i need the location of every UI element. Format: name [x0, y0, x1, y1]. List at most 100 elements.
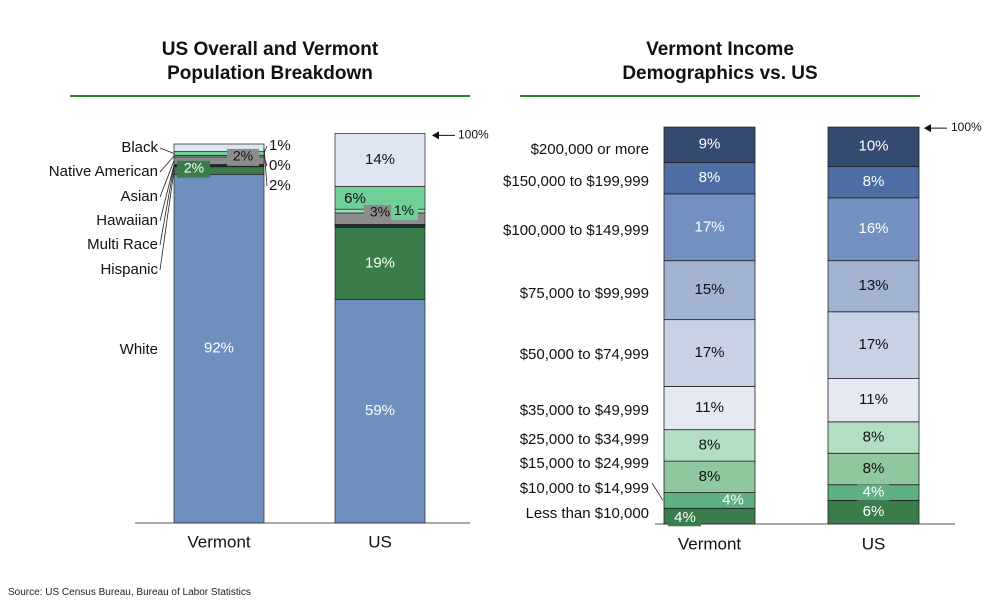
right-category-label-15-000-to-24-999: $15,000 to $24,999: [520, 455, 649, 472]
left-category-label-hispanic: Hispanic: [100, 261, 158, 278]
left-category-label-hawaiian: Hawaiian: [96, 212, 158, 229]
left-chart-title-line-2: Population Breakdown: [167, 63, 373, 84]
right-bar-vermont-100-000-to-149-999: [663, 193, 756, 262]
left-category-leader-asian: [159, 160, 175, 198]
left-category-leader-native-american: [159, 155, 175, 173]
right-label-us-200-000-or-more: 10%: [858, 138, 888, 155]
left-category-label-asian: Asian: [120, 188, 158, 205]
left-category-label-native-american: Native American: [49, 163, 158, 180]
right-label-vermont-10-000-to-14-999: 4%: [722, 491, 744, 508]
right-label-vermont-15-000-to-24-999: 8%: [699, 468, 721, 485]
right-bar-us-25-000-to-34-999: [827, 421, 920, 454]
left-label-us-asian: 3%: [370, 204, 390, 220]
left-label-vermont-white: 92%: [204, 340, 234, 357]
left-chart-title-line-1: US Overall and Vermont: [161, 39, 379, 60]
left-category-leader-multi-race: [159, 165, 175, 246]
right-label-vermont-35-000-to-49-999: 11%: [695, 399, 724, 416]
right-bar-vermont-150-000-to-199-999: [663, 162, 756, 195]
left-x-tick-vermont: Vermont: [187, 532, 251, 551]
right-label-bg-us-10-000-to-14-999: [857, 484, 890, 501]
right-label-vermont-150-000-to-199-999: 8%: [699, 169, 721, 186]
right-bar-us-75-000-to-99-999: [827, 260, 920, 313]
right-category-label-50-000-to-74-999: $50,000 to $74,999: [520, 346, 649, 363]
right-label-bg-vermont-less-than-10-000: [668, 509, 701, 527]
right-category-label-150-000-to-199-999: $150,000 to $199,999: [503, 173, 649, 190]
left-total-arrow-head: [432, 131, 439, 140]
right-label-us-100-000-to-149-999: 16%: [858, 220, 888, 237]
left-label-vermont-native-american: 0%: [269, 157, 291, 174]
left-label-vermont-asian: 2%: [233, 148, 253, 164]
right-label-us-150-000-to-199-999: 8%: [863, 173, 885, 190]
right-label-vermont-less-than-10-000: 4%: [674, 509, 696, 526]
right-label-us-less-than-10-000: 6%: [863, 503, 885, 520]
left-label-us-black: 6%: [344, 190, 366, 207]
right-x-tick-us: US: [862, 534, 886, 553]
left-label-us-white: 59%: [365, 402, 395, 419]
right-label-us-75-000-to-99-999: 13%: [858, 277, 888, 294]
right-total-label: 100%: [951, 120, 982, 134]
left-label-bg-vermont-hispanic: [177, 160, 210, 178]
left-category-leader-hawaiian: [159, 164, 175, 222]
left-label-us-other: 14%: [365, 151, 395, 168]
right-label-vermont-200-000-or-more: 9%: [699, 136, 721, 153]
left-total-label: 100%: [458, 128, 489, 142]
left-category-label-multi-race: Multi Race: [87, 236, 158, 253]
left-label-vermont-other: 2%: [269, 177, 291, 194]
left-bar-us-other: [334, 133, 426, 187]
right-label-vermont-25-000-to-34-999: 8%: [699, 436, 721, 453]
source-note: Source: US Census Bureau, Bureau of Labo…: [8, 587, 251, 598]
right-chart-title-line-2: Demographics vs. US: [622, 63, 818, 84]
right-bar-us-200-000-or-more: [827, 126, 920, 167]
right-label-vermont-100-000-to-149-999: 17%: [694, 218, 724, 235]
right-category-label-75-000-to-99-999: $75,000 to $99,999: [520, 285, 649, 302]
right-bar-us-100-000-to-149-999: [827, 197, 920, 262]
right-label-us-50-000-to-74-999: 17%: [858, 336, 888, 353]
right-label-us-35-000-to-49-999: 11%: [859, 391, 888, 408]
right-bar-us-35-000-to-49-999: [827, 378, 920, 423]
right-bar-vermont-15-000-to-24-999: [663, 460, 756, 493]
right-label-us-15-000-to-24-999: 8%: [863, 460, 885, 477]
right-bar-us-150-000-to-199-999: [827, 165, 920, 199]
left-category-label-white: White: [120, 341, 158, 358]
right-category-label-200-000-or-more: $200,000 or more: [531, 141, 649, 158]
left-bar-us-white: [334, 299, 426, 524]
right-label-vermont-50-000-to-74-999: 17%: [694, 344, 724, 361]
left-label-bg-us-native-american: [391, 203, 418, 221]
right-label-vermont-75-000-to-99-999: 15%: [694, 281, 724, 298]
left-chart-title: US Overall and Vermont Population Breakd…: [70, 38, 470, 86]
right-label-us-25-000-to-34-999: 8%: [863, 429, 885, 446]
right-bar-vermont-200-000-or-more: [663, 126, 756, 163]
right-bar-vermont-75-000-to-99-999: [663, 260, 756, 321]
right-total-arrow-head: [924, 124, 931, 133]
left-category-leader-black: [159, 147, 175, 154]
right-category-label-25-000-to-34-999: $25,000 to $34,999: [520, 431, 649, 448]
left-category-leader-hispanic: [159, 170, 175, 271]
left-leader-vermont-other: [263, 147, 268, 187]
right-x-tick-vermont: Vermont: [678, 534, 742, 553]
right-category-leader-10000-to-14999: [651, 482, 664, 501]
right-label-us-10-000-to-14-999: 4%: [863, 484, 885, 501]
left-label-vermont-black: 1%: [269, 137, 291, 154]
left-bar-us-hispanic: [334, 227, 426, 300]
right-category-label-10-000-to-14-999: $10,000 to $14,999: [520, 480, 649, 497]
left-label-vermont-hispanic: 2%: [184, 159, 204, 175]
left-label-bg-vermont-asian: [227, 148, 259, 166]
right-chart-title: Vermont Income Demographics vs. US: [520, 38, 920, 86]
left-label-us-native-american: 1%: [394, 202, 414, 218]
right-bar-us-15-000-to-24-999: [827, 452, 920, 486]
right-bar-vermont-35-000-to-49-999: [663, 386, 756, 431]
left-x-tick-us: US: [368, 532, 392, 551]
right-title-rule: [520, 95, 920, 97]
left-title-rule: [70, 95, 470, 97]
right-chart-title-line-1: Vermont Income: [646, 39, 794, 60]
right-category-label-less-than-10-000: Less than $10,000: [526, 505, 649, 522]
right-bar-vermont-25-000-to-34-999: [663, 429, 756, 462]
left-label-bg-us-asian: [364, 204, 396, 222]
left-category-label-black: Black: [121, 139, 158, 156]
right-bar-vermont-50-000-to-74-999: [663, 319, 756, 387]
left-bar-vermont-white: [173, 173, 265, 524]
left-label-us-hispanic: 19%: [365, 254, 395, 271]
right-category-label-35-000-to-49-999: $35,000 to $49,999: [520, 402, 649, 419]
right-category-label-100-000-to-149-999: $100,000 to $149,999: [503, 222, 649, 239]
